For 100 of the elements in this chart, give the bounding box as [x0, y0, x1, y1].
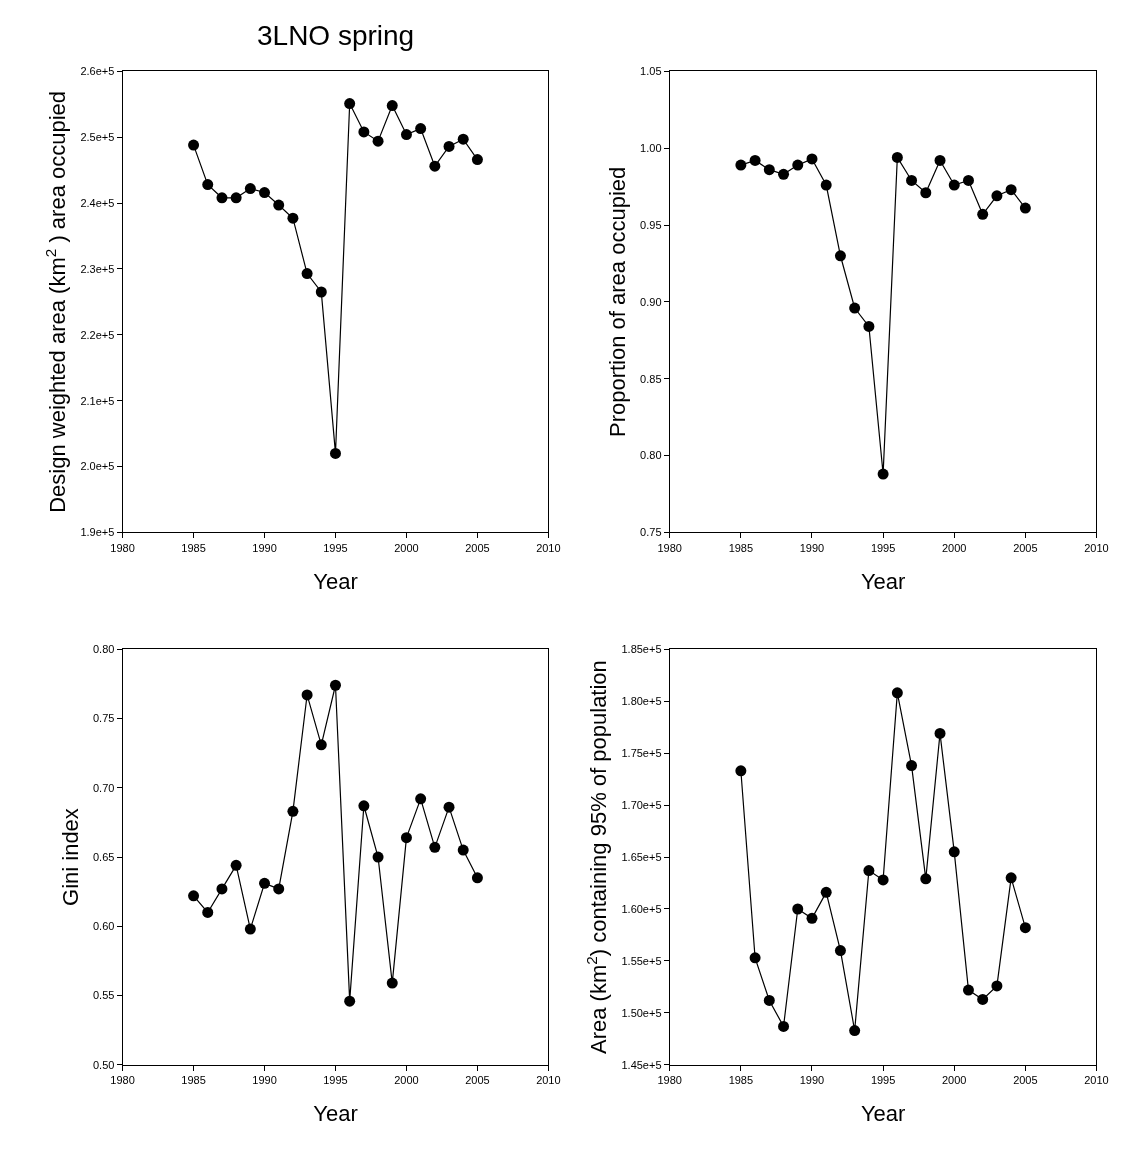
x-tick-label: 2010: [536, 541, 561, 554]
point: [778, 1020, 790, 1032]
point: [329, 447, 341, 459]
x-axis-title: Year: [860, 1100, 906, 1126]
y-tick-label: 1.75e+5: [621, 746, 662, 759]
y-tick-label: 1.45e+5: [621, 1058, 662, 1071]
y-tick-label: 0.55: [92, 989, 115, 1002]
point: [216, 883, 228, 895]
point: [749, 154, 761, 166]
y-tick-label: 2.1e+5: [80, 394, 115, 407]
point: [1005, 872, 1017, 884]
point: [834, 945, 846, 957]
point: [991, 190, 1003, 202]
point: [457, 844, 469, 856]
point: [834, 250, 846, 262]
point: [991, 980, 1003, 992]
point: [735, 159, 747, 171]
x-tick-label: 2000: [942, 541, 967, 554]
point: [287, 805, 299, 817]
point: [906, 760, 918, 772]
y-tick-label: 1.85e+5: [621, 643, 662, 656]
x-tick-label: 1985: [728, 1074, 754, 1087]
point: [202, 906, 214, 918]
x-tick-label: 1990: [799, 541, 825, 554]
point: [471, 154, 483, 166]
point: [863, 865, 875, 877]
point: [344, 98, 356, 110]
point: [1019, 922, 1031, 934]
y-axis-title: Proportion of area occupied: [604, 166, 630, 438]
x-tick-label: 1985: [728, 541, 754, 554]
point: [358, 800, 370, 812]
point: [849, 302, 861, 314]
point: [259, 187, 271, 199]
y-tick-label: 2.2e+5: [80, 328, 115, 341]
point: [962, 984, 974, 996]
y-axis-title: Gini index: [57, 808, 83, 906]
x-tick-label: 1995: [870, 541, 896, 554]
y-tick-label: 1.55e+5: [621, 954, 662, 967]
point: [471, 872, 483, 884]
y-tick-label: 2.3e+5: [80, 262, 115, 275]
x-tick-label: 2010: [1084, 1074, 1109, 1087]
point: [962, 174, 974, 186]
chart-title: 3LNO spring: [257, 20, 415, 51]
x-tick-label: 1990: [799, 1074, 825, 1087]
point: [301, 268, 313, 280]
point: [329, 679, 341, 691]
x-tick-label: 2010: [1084, 541, 1109, 554]
point: [877, 468, 889, 480]
x-tick-label: 1980: [110, 541, 135, 554]
point: [188, 890, 200, 902]
y-tick-label: 0.80: [92, 643, 115, 656]
x-tick-label: 2000: [394, 541, 419, 554]
x-tick-label: 1995: [323, 541, 348, 554]
x-tick-label: 2000: [394, 1074, 419, 1087]
point: [202, 179, 214, 191]
x-tick-label: 2010: [536, 1074, 561, 1087]
point: [315, 286, 327, 298]
y-tick-label: 0.85: [640, 372, 662, 385]
y-tick-label: 1.50e+5: [621, 1006, 662, 1019]
y-tick-label: 0.80: [640, 449, 662, 462]
point: [977, 993, 989, 1005]
y-tick-label: 0.65: [92, 850, 115, 863]
x-tick-label: 1990: [252, 541, 277, 554]
x-axis-title: Year: [313, 1100, 358, 1126]
y-tick-label: 1.80e+5: [621, 695, 662, 708]
point: [244, 183, 256, 195]
point: [216, 192, 228, 204]
point: [429, 160, 441, 172]
y-tick-label: 0.60: [92, 920, 115, 933]
y-tick-label: 0.75: [640, 526, 662, 539]
x-tick-label: 1980: [657, 1074, 682, 1087]
point: [977, 208, 989, 220]
point: [358, 126, 370, 138]
x-axis-title: Year: [860, 568, 906, 594]
point: [948, 179, 960, 191]
point: [877, 874, 889, 886]
point: [244, 923, 256, 935]
x-tick-label: 1985: [181, 1074, 206, 1087]
x-tick-label: 2005: [1013, 541, 1038, 554]
point: [287, 212, 299, 224]
point: [386, 100, 398, 112]
y-tick-label: 0.95: [640, 218, 662, 231]
y-tick-label: 2.4e+5: [80, 196, 115, 209]
point: [429, 841, 441, 853]
y-tick-label: 2.5e+5: [80, 131, 115, 144]
point: [934, 727, 946, 739]
point: [259, 877, 271, 889]
point: [315, 739, 327, 751]
y-tick-label: 0.50: [92, 1058, 115, 1071]
point: [820, 886, 832, 898]
point: [948, 846, 960, 858]
point: [372, 135, 384, 147]
point: [920, 187, 932, 199]
point: [273, 883, 285, 895]
point: [230, 859, 242, 871]
x-tick-label: 2000: [942, 1074, 967, 1087]
point: [863, 320, 875, 332]
point: [891, 687, 903, 699]
point: [849, 1025, 861, 1037]
y-tick-label: 1.65e+5: [621, 850, 662, 863]
